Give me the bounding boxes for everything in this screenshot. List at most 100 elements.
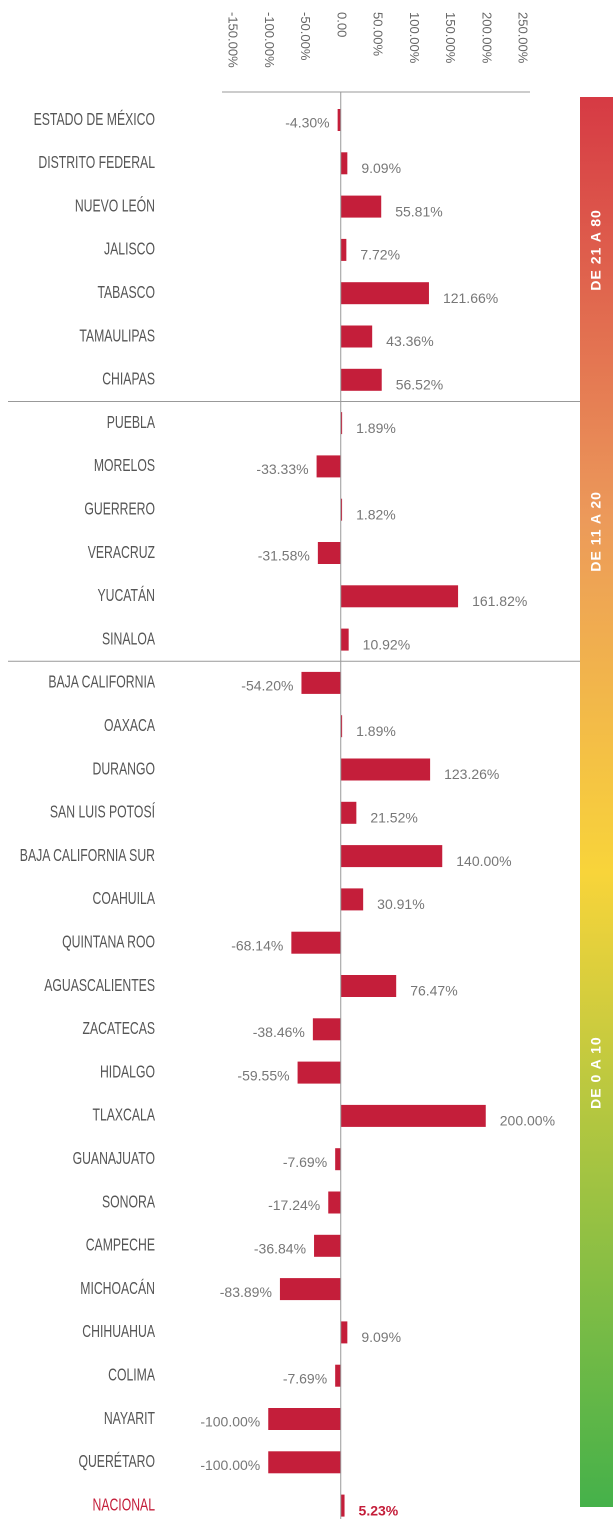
state-label: ZACATECAS xyxy=(83,1019,155,1039)
bar xyxy=(340,325,373,348)
bar xyxy=(340,282,429,305)
value-label: -17.24% xyxy=(268,1197,320,1213)
bar xyxy=(291,931,341,954)
bar xyxy=(340,628,349,651)
x-tick-label: 250.00% xyxy=(516,12,531,64)
state-label: DURANGO xyxy=(93,759,156,779)
value-label: 121.66% xyxy=(443,290,498,306)
value-label: 1.82% xyxy=(356,506,396,522)
value-label: -83.89% xyxy=(220,1284,272,1300)
value-label: 9.09% xyxy=(361,1329,401,1345)
state-label: JALISCO xyxy=(104,239,155,259)
state-label: OAXACA xyxy=(104,716,156,736)
value-label: 55.81% xyxy=(395,203,442,219)
state-label: QUERÉTARO xyxy=(78,1452,155,1472)
value-label: 30.91% xyxy=(377,896,424,912)
group-label: DE 11 A 20 xyxy=(588,491,604,572)
bar xyxy=(340,1494,345,1517)
value-label: -38.46% xyxy=(253,1024,305,1040)
state-label: QUINTANA ROO xyxy=(62,932,155,952)
bar xyxy=(301,671,341,694)
state-label: TLAXCALA xyxy=(92,1105,155,1125)
state-label: MORELOS xyxy=(94,456,155,476)
state-label: CAMPECHE xyxy=(86,1235,155,1255)
group-label: DE 21 A 80 xyxy=(588,209,604,290)
state-label: SAN LUIS POTOSÍ xyxy=(50,802,156,822)
value-label: -31.58% xyxy=(258,548,310,564)
state-label: BAJA CALIFORNIA xyxy=(48,672,155,692)
bar xyxy=(340,801,357,824)
x-tick-label: 0.00 xyxy=(334,12,349,37)
state-label: MICHOACÁN xyxy=(80,1279,155,1299)
value-label: -33.33% xyxy=(256,461,308,477)
bar xyxy=(340,975,397,997)
state-label: SONORA xyxy=(102,1192,156,1212)
state-label: PUEBLA xyxy=(107,413,156,433)
value-label: 9.09% xyxy=(361,160,401,176)
bar xyxy=(268,1408,341,1430)
bar xyxy=(340,412,343,435)
state-label: ESTADO DE MÉXICO xyxy=(34,110,155,130)
x-tick-label: -150.00% xyxy=(226,12,241,68)
state-label: VERACRUZ xyxy=(88,543,155,563)
state-label: SINALOA xyxy=(102,629,156,649)
value-label: 1.89% xyxy=(356,723,396,739)
bar xyxy=(340,715,343,738)
value-label: -68.14% xyxy=(231,937,283,953)
bar xyxy=(279,1278,341,1301)
state-label: COAHUILA xyxy=(92,889,155,909)
value-label: 200.00% xyxy=(500,1113,555,1129)
value-label: -7.69% xyxy=(283,1154,327,1170)
bar xyxy=(340,758,431,781)
bar xyxy=(340,585,459,608)
value-label: -4.30% xyxy=(285,115,329,131)
bar xyxy=(340,498,343,521)
bar xyxy=(340,368,382,391)
bar xyxy=(316,455,341,478)
state-label: NUEVO LEÓN xyxy=(75,196,155,216)
bar xyxy=(340,888,364,911)
bar xyxy=(317,542,341,564)
value-label: -100.00% xyxy=(200,1414,260,1430)
value-label: 140.00% xyxy=(456,853,511,869)
bar xyxy=(337,109,341,131)
state-label: NACIONAL xyxy=(92,1495,155,1515)
value-label: 10.92% xyxy=(363,636,410,652)
state-label: CHIHUAHUA xyxy=(82,1322,155,1342)
bar xyxy=(340,845,443,868)
state-label: GUANAJUATO xyxy=(73,1149,155,1169)
bar xyxy=(340,1104,486,1127)
value-label: 5.23% xyxy=(359,1502,399,1518)
value-label: 56.52% xyxy=(396,377,443,393)
state-label: DISTRITO FEDERAL xyxy=(38,153,155,173)
x-tick-label: 150.00% xyxy=(443,12,458,64)
state-label: CHIAPAS xyxy=(102,369,155,389)
state-label: GUERRERO xyxy=(84,499,155,519)
value-label: 123.26% xyxy=(444,766,499,782)
value-label: -54.20% xyxy=(241,678,293,694)
legend-bar xyxy=(580,97,613,1507)
state-label: COLIMA xyxy=(108,1365,155,1385)
bar xyxy=(340,195,382,218)
bar xyxy=(328,1191,341,1214)
bar xyxy=(340,238,347,261)
value-label: -7.69% xyxy=(283,1370,327,1386)
value-label: 76.47% xyxy=(410,983,457,999)
value-label: 21.52% xyxy=(370,810,417,826)
state-label: BAJA CALIFORNIA SUR xyxy=(20,846,155,866)
value-label: -59.55% xyxy=(237,1067,289,1083)
value-label: 1.89% xyxy=(356,420,396,436)
state-label: YUCATÁN xyxy=(97,586,155,606)
value-label: 43.36% xyxy=(386,333,433,349)
value-label: -100.00% xyxy=(200,1457,260,1473)
bar xyxy=(335,1364,341,1387)
state-label: TAMAULIPAS xyxy=(79,326,155,346)
state-label: TABASCO xyxy=(97,283,155,303)
bar xyxy=(297,1061,341,1084)
x-tick-label: 200.00% xyxy=(479,12,494,64)
state-label: NAYARIT xyxy=(104,1409,156,1429)
value-label: -36.84% xyxy=(254,1241,306,1257)
x-tick-label: 100.00% xyxy=(407,12,422,64)
state-label: AGUASCALIENTES xyxy=(44,976,155,996)
